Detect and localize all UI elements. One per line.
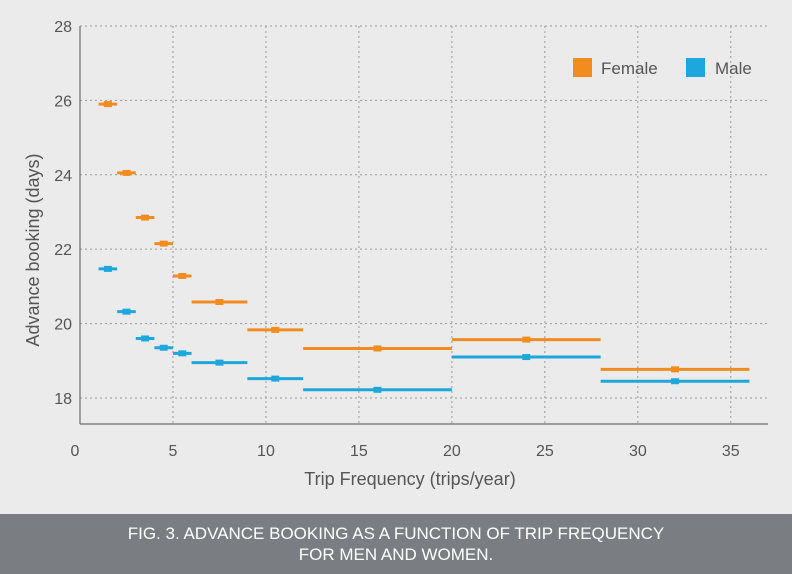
x-tick-label: 10 [257,443,275,460]
y-tick-label: 18 [54,391,72,408]
female-point [671,366,680,373]
y-tick-label: 26 [54,93,72,110]
x-tick-label: 35 [722,443,740,460]
female-point [271,326,280,333]
male-point [215,359,224,366]
male-point [271,375,280,382]
female-point [178,272,187,279]
plot-background [80,26,768,424]
caption-line-1: FIG. 3. ADVANCE BOOKING AS A FUNCTION OF… [127,524,665,543]
figure-caption: FIG. 3. ADVANCE BOOKING AS A FUNCTION OF… [0,514,792,574]
female-point [122,169,131,176]
male-point [141,335,150,342]
legend-swatch-female [573,58,592,77]
y-axis-title: Advance booking (days) [23,153,43,346]
caption-line-2: FOR MEN AND WOMEN. [298,545,494,564]
male-point [122,308,131,315]
y-tick-label: 28 [54,19,72,36]
female-point [159,240,168,247]
y-tick-label: 20 [54,317,72,334]
chart-area: 0 5 10 15 20 25 30 35 18 20 22 24 26 28 Trip Frequency… [23,19,768,489]
x-tick-label: 30 [629,443,647,460]
x-tick-label: 15 [350,443,368,460]
legend-label-male: Male [715,59,752,78]
male-point [159,344,168,351]
male-point [373,386,382,393]
female-point [522,336,531,343]
male-point [522,354,531,361]
male-point [671,378,680,385]
x-axis-title: Trip Frequency (trips/year) [304,469,515,489]
male-point [178,350,187,357]
male-point [103,265,112,272]
female-point [215,298,224,305]
x-tick-label: 25 [536,443,554,460]
y-tick-label: 24 [54,168,72,185]
x-tick-label: 20 [443,443,461,460]
female-point [373,345,382,352]
legend-swatch-male [686,58,705,77]
female-point [141,214,150,221]
y-tick-label: 22 [54,242,72,259]
legend-label-female: Female [601,59,658,78]
chart-svg: 0 5 10 15 20 25 30 35 18 20 22 24 26 28 Trip Frequency… [23,19,768,489]
female-point [103,101,112,108]
x-tick-label: 0 [71,443,80,460]
x-tick-label: 5 [169,443,178,460]
